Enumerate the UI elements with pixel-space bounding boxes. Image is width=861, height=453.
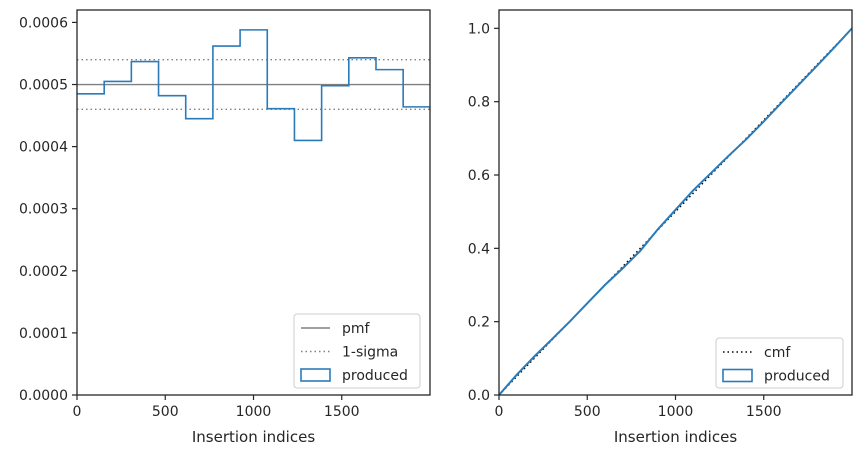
- produced-cumulative-line: [499, 27, 852, 395]
- right-chart-cmf: 0 500 1000 1500 0.0 0.2 0.4 0.6 0.8 1.0 Insertion …: [468, 9, 853, 446]
- y-tick-label: 0.2: [468, 315, 490, 331]
- legend-label: produced: [764, 369, 830, 385]
- left-chart-pmf: 0 500 1000 1500 0.0000 0.0001 0.0002 0.0003 0.00…: [19, 9, 431, 446]
- y-tick-label: 0.0006: [19, 15, 68, 31]
- y-tick-label: 0.0002: [19, 264, 68, 280]
- y-tick-label: 0.4: [468, 241, 490, 257]
- legend-label: cmf: [764, 345, 791, 361]
- legend-produced-swatch: [300, 368, 331, 382]
- legend: pmf 1-sigma produced: [293, 313, 421, 389]
- x-tick-label: 1000: [236, 404, 272, 420]
- y-tick-label: 0.0001: [19, 326, 68, 342]
- x-tick-label: 500: [152, 404, 179, 420]
- legend-label: 1-sigma: [342, 345, 398, 361]
- legend: cmf produced: [715, 337, 844, 389]
- x-tick-label: 1000: [658, 404, 694, 420]
- axes-frame: [498, 9, 853, 396]
- x-tick-label: 1500: [746, 404, 782, 420]
- y-tick-label: 0.0: [468, 388, 490, 404]
- x-tick-label: 0: [495, 404, 504, 420]
- legend-produced-swatch: [722, 368, 753, 383]
- x-tick-label: 500: [574, 404, 601, 420]
- y-tick-label: 0.6: [468, 168, 490, 184]
- plot-area: [77, 29, 430, 142]
- x-tick-label: 1500: [324, 404, 360, 420]
- y-tick-label: 0.0005: [19, 78, 68, 94]
- legend-label: produced: [342, 368, 408, 384]
- x-tick-label: 0: [73, 404, 82, 420]
- axes-frame: [76, 9, 431, 396]
- y-tick-label: 0.0003: [19, 202, 68, 218]
- produced-histogram-line: [77, 29, 430, 142]
- y-tick-label: 1.0: [468, 21, 490, 37]
- y-tick-label: 0.0004: [19, 140, 68, 156]
- y-tick-label: 0.8: [468, 95, 490, 111]
- y-tick-label: 0.0000: [19, 388, 68, 404]
- plot-area: [499, 27, 852, 395]
- x-axis-label: Insertion indices: [614, 428, 737, 446]
- x-axis-label: Insertion indices: [192, 428, 315, 446]
- legend-label: pmf: [342, 321, 371, 337]
